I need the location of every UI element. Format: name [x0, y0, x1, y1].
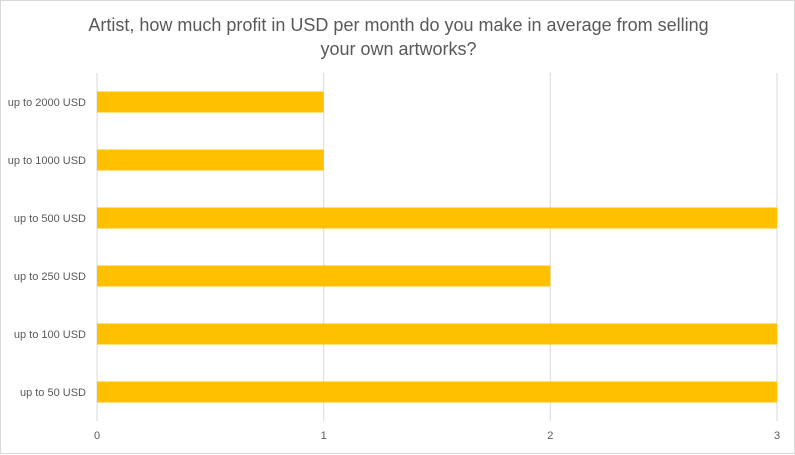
gridlines: [96, 73, 778, 421]
category-label: up to 500 USD: [14, 213, 86, 225]
bar: [97, 207, 777, 229]
chart-title-line-1: Artist, how much profit in USD per month…: [88, 15, 709, 35]
bar: [97, 381, 777, 403]
bar: [97, 91, 324, 113]
x-tick-label: 2: [547, 430, 553, 442]
category-label: up to 50 USD: [20, 387, 86, 399]
x-tick-labels: 0 1 2 3: [94, 430, 780, 442]
bar: [97, 323, 777, 345]
x-tick-label: 3: [774, 430, 780, 442]
category-label: up to 100 USD: [14, 329, 86, 341]
category-label: up to 1000 USD: [8, 155, 86, 167]
category-label: up to 250 USD: [14, 271, 86, 283]
category-label: up to 2000 USD: [8, 97, 86, 109]
category-labels: up to 2000 USD up to 1000 USD up to 500 US…: [8, 97, 86, 399]
chart-title-line-2: your own artworks?: [320, 39, 477, 59]
bars: [97, 91, 777, 403]
bar: [97, 265, 551, 287]
x-tick-label: 1: [321, 430, 327, 442]
x-tick-label: 0: [94, 430, 100, 442]
bar: [97, 149, 324, 171]
chart-title: Artist, how much profit in USD per month…: [1, 13, 795, 61]
